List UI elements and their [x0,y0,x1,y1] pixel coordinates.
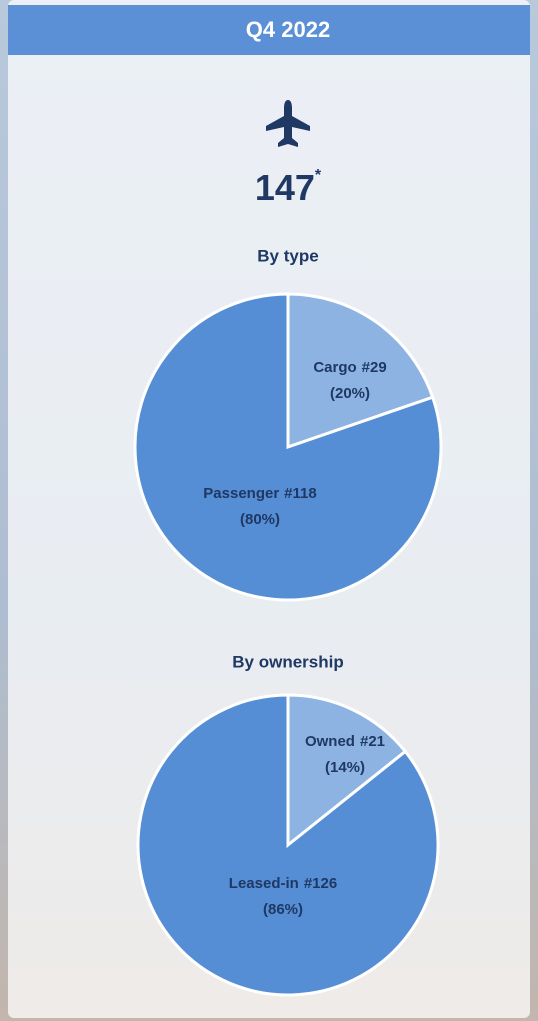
slice-label: Owned #21 [305,733,385,750]
plane-icon [266,100,310,147]
slice-count: #29 [362,359,387,376]
slice-count: #118 [284,485,317,502]
chart-title: By ownership [232,652,343,671]
slice-label: Leased-in #126 [229,875,337,892]
slice-category: Passenger [203,485,279,502]
header-title: Q4 2022 [246,17,330,42]
slice-percent: (20%) [330,385,370,402]
pie-slice [286,693,408,849]
slice-percent: (14%) [325,759,365,776]
slice-category: Owned [305,733,355,750]
chart-title: By type [257,246,318,265]
header-bar [8,5,530,55]
pie-slice [133,292,443,602]
slice-percent: (80%) [240,511,280,528]
pie-slice [136,693,440,997]
slice-percent: (86%) [263,901,303,918]
charts: By type Cargo #29 (20%) Passenger #118(80%) By… [133,246,443,997]
slice-count: #126 [304,875,337,892]
slice-label: Passenger #118 [203,485,316,502]
slice-category: Leased-in [229,875,299,892]
slice-count: #21 [360,733,385,750]
slice-category: Cargo [313,359,356,376]
total-value: 147 [255,167,315,208]
slice-label: Cargo #29 [313,359,386,376]
total: 147* [255,167,322,208]
total-mark: * [315,167,322,184]
